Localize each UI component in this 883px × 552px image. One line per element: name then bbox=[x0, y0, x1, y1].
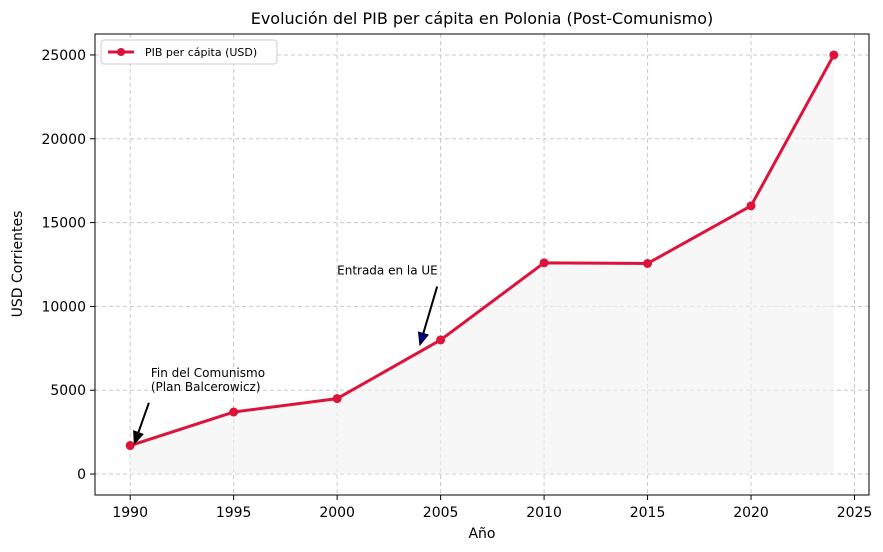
plot-frame bbox=[94, 33, 870, 496]
y-tick-label: 25000 bbox=[41, 48, 86, 64]
annotation-text: Entrada en la UE bbox=[337, 264, 438, 278]
y-tick-label: 15000 bbox=[41, 216, 86, 232]
series-polyline bbox=[129, 54, 836, 447]
x-tick-label: 1995 bbox=[216, 505, 252, 521]
data-point bbox=[229, 407, 239, 417]
x-tick-label: 2025 bbox=[837, 505, 873, 521]
data-point bbox=[643, 258, 653, 268]
annotation-arrow-shaft bbox=[137, 402, 150, 433]
chart-title: Evolución del PIB per cápita en Polonia … bbox=[251, 9, 714, 28]
x-tick-label: 1990 bbox=[112, 505, 148, 521]
x-axis-label: Año bbox=[468, 526, 495, 542]
data-point bbox=[539, 258, 549, 268]
legend-label: PIB per cápita (USD) bbox=[145, 46, 257, 59]
x-tick-label: 2020 bbox=[733, 505, 769, 521]
legend-marker-swatch bbox=[117, 48, 125, 56]
x-tick-label: 2015 bbox=[630, 505, 666, 521]
series-points bbox=[125, 50, 839, 451]
y-tick-label: 0 bbox=[77, 467, 86, 483]
x-tick-label: 2005 bbox=[423, 505, 459, 521]
data-point bbox=[436, 335, 446, 345]
y-tick-label: 10000 bbox=[41, 299, 86, 315]
annotation-arrow-head bbox=[133, 430, 144, 446]
axis-ticks: 1990 1995 2000 2005 2010 2015 2020 2025 0 5000 100… bbox=[41, 48, 872, 521]
annotation-arrow-head bbox=[417, 331, 429, 347]
y-axis-label: USD Corrientes bbox=[10, 211, 26, 318]
legend: PIB per cápita (USD) bbox=[100, 39, 278, 65]
annotation-text: Fin del Comunismo bbox=[151, 366, 265, 380]
data-point bbox=[332, 394, 342, 404]
x-tick-label: 2000 bbox=[319, 505, 355, 521]
annotations: Fin del Comunismo(Plan Balcerowicz) Entra… bbox=[133, 264, 439, 446]
annotation-arrow-shaft bbox=[422, 286, 439, 334]
legend-box bbox=[100, 39, 278, 65]
annotation-text: (Plan Balcerowicz) bbox=[151, 380, 261, 394]
data-point bbox=[125, 441, 135, 451]
data-point bbox=[746, 201, 756, 211]
y-tick-label: 5000 bbox=[50, 383, 86, 399]
area-fill bbox=[130, 54, 834, 475]
x-tick-label: 2010 bbox=[526, 505, 562, 521]
series-line bbox=[129, 54, 836, 447]
data-point bbox=[829, 50, 839, 60]
y-tick-label: 20000 bbox=[41, 132, 86, 148]
series-area bbox=[130, 54, 834, 475]
